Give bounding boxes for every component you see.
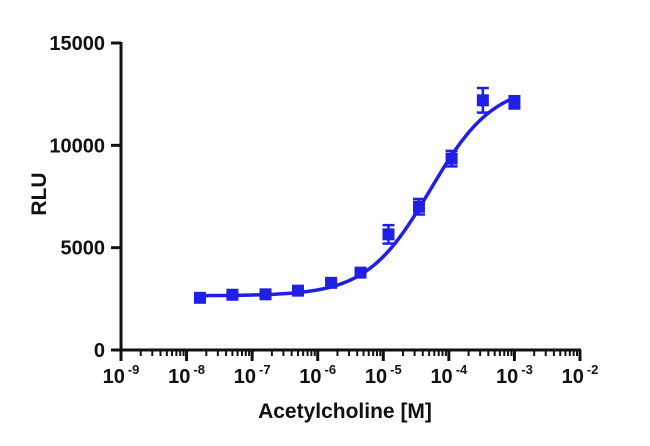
axes xyxy=(119,42,581,352)
square-marker xyxy=(193,291,206,304)
square-marker xyxy=(382,228,395,241)
square-marker xyxy=(291,284,304,297)
x-tick-label: 10 -8 xyxy=(168,362,205,388)
data-point xyxy=(508,94,521,110)
y-tick-label: 10000 xyxy=(49,135,105,157)
data-point xyxy=(193,291,206,304)
square-marker xyxy=(412,200,425,213)
square-marker xyxy=(325,276,338,289)
x-tick-label: 10 -9 xyxy=(103,362,140,388)
y-axis-ticks: 0 5000 10000 15000 xyxy=(49,33,121,362)
y-tick-label: 15000 xyxy=(49,33,105,55)
x-axis-ticks: 10 -9 10 -8 10 -7 10 -6 10 -5 10 -4 10 -3 10 -2 xyxy=(103,350,599,388)
data-point xyxy=(476,86,489,114)
data-point xyxy=(291,284,304,297)
data-points xyxy=(193,86,521,304)
data-point xyxy=(325,276,338,289)
x-tick-label: 10 -3 xyxy=(496,362,533,388)
x-tick-label: 10 -5 xyxy=(365,362,402,388)
square-marker xyxy=(354,266,367,279)
data-point xyxy=(445,149,458,168)
data-point xyxy=(412,197,425,216)
x-tick-label: 10 -7 xyxy=(234,362,271,388)
y-axis-label: RLU xyxy=(28,172,51,215)
x-tick-label: 10 -2 xyxy=(562,362,599,388)
x-axis-label: Acetylcholine [M] xyxy=(258,400,432,423)
square-marker xyxy=(226,288,239,301)
fit-curve-group xyxy=(198,96,517,298)
y-tick-label: 0 xyxy=(94,340,105,362)
square-marker xyxy=(445,152,458,165)
data-point xyxy=(259,288,272,301)
square-marker xyxy=(259,288,272,301)
x-tick-label: 10 -4 xyxy=(430,362,468,388)
fit-curve xyxy=(198,96,517,298)
data-point xyxy=(226,288,239,301)
data-point xyxy=(382,223,395,245)
x-tick-label: 10 -6 xyxy=(299,362,336,388)
data-point xyxy=(354,266,367,279)
y-tick-label: 5000 xyxy=(61,238,106,260)
square-marker xyxy=(508,96,521,109)
square-marker xyxy=(476,94,489,107)
